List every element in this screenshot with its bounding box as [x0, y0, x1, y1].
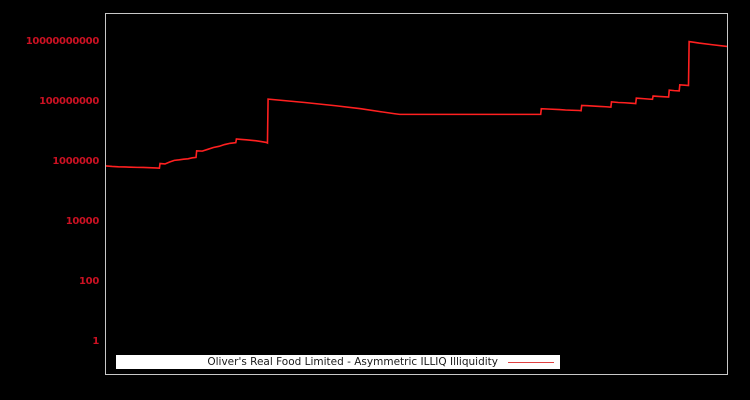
chart-line-svg — [106, 40, 727, 169]
legend-line-sample-icon — [508, 361, 554, 363]
plot-area — [105, 13, 728, 375]
y-axis-tick-labels: 10000000000 100000000 1000000 10000 100 1 — [0, 0, 100, 400]
y-tick-label: 1 — [92, 336, 99, 347]
legend: Oliver's Real Food Limited - Asymmetric … — [116, 355, 560, 369]
legend-label: Oliver's Real Food Limited - Asymmetric … — [207, 356, 498, 368]
y-tick-label: 10000 — [65, 216, 100, 227]
y-tick-label: 1000000 — [52, 156, 99, 167]
y-tick-label: 100000000 — [39, 96, 99, 107]
y-tick-label: 100 — [79, 276, 99, 287]
y-tick-label: 10000000000 — [25, 36, 100, 47]
series-line-illiq — [106, 40, 727, 169]
